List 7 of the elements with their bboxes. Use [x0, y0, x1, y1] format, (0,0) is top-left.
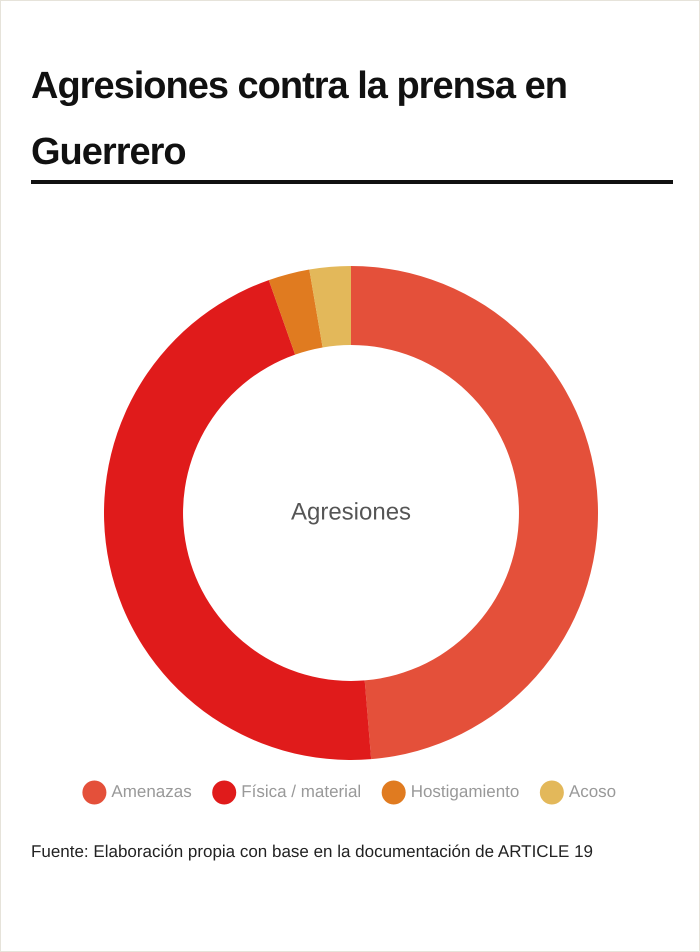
- text: Agresiones: [290, 498, 412, 526]
- legend-label: Hostigamiento: [410, 782, 520, 802]
- legend-label: Amenazas: [111, 782, 192, 802]
- source-note: Fuente: Elaboración propia con base en la documentación de ARTICLE 19: [31, 841, 594, 863]
- legend-label: Física / material: [241, 782, 362, 802]
- chart-title: Agresiones contra la prensa en Guerrero: [31, 64, 568, 175]
- legend-label: Acoso: [568, 782, 616, 802]
